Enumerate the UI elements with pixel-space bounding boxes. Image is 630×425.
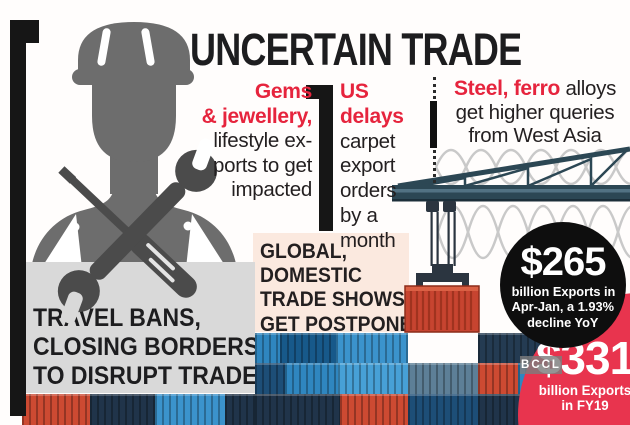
shipping-container <box>255 333 280 365</box>
callout-line: DOMESTIC <box>260 264 362 288</box>
callout-line: GET POSTPONED <box>260 312 427 336</box>
screwdriver-icon <box>58 166 197 298</box>
callout-line: TRADE SHOWS <box>260 288 405 312</box>
callout-line: TRAVEL BANS, <box>33 304 201 332</box>
crane-cable <box>430 212 433 266</box>
highlight-black-text: impacted <box>231 178 312 201</box>
shipping-container <box>408 363 478 396</box>
shipping-container <box>155 394 225 425</box>
highlight-black-text: month <box>340 228 396 252</box>
highlight-black-text: export <box>340 154 396 178</box>
shipping-container <box>280 333 336 365</box>
highlight-black-text: ports to get <box>213 153 312 177</box>
stat-line: billion Exports <box>538 382 630 398</box>
crossed-tools-illustration <box>57 138 218 324</box>
highlight-mixed-line: Steel, ferro alloys <box>441 77 629 101</box>
stat-line: in FY19 <box>561 397 609 413</box>
worker-strap-right <box>186 214 224 268</box>
hard-hat-brim <box>72 69 194 85</box>
highlight-steel-ferro: Steel, ferro alloys get higher queries f… <box>441 77 629 148</box>
shipping-container <box>90 394 155 425</box>
worker-button-left <box>70 222 80 232</box>
stat-line: billion Exports in <box>511 283 615 299</box>
crane-cable <box>447 212 450 266</box>
shipping-container <box>408 394 478 425</box>
worker-button-right <box>183 221 193 231</box>
shipping-container <box>225 394 255 425</box>
highlight-red-text: & jewellery, <box>201 104 313 128</box>
callout-line: TO DISRUPT TRADE <box>33 362 258 390</box>
shipping-container <box>255 363 285 396</box>
shipping-container <box>336 333 408 365</box>
crane-beam-highlight <box>392 189 630 193</box>
highlight-black-text: by a <box>340 203 378 227</box>
divider-bracket-vertical <box>319 85 333 231</box>
crane-truss-bracing <box>419 150 627 190</box>
stat-line: decline YoY <box>527 314 599 330</box>
crane-cable <box>436 212 439 266</box>
shipping-container <box>478 363 518 396</box>
left-bracket-vertical <box>10 20 26 416</box>
stat-circle-exports-apr-jan: $265 billion Exports in Apr-Jan, a 1.93%… <box>500 222 626 348</box>
worker-face <box>92 76 176 162</box>
callout-line: GLOBAL, <box>260 240 347 263</box>
shipping-container <box>22 394 90 425</box>
crane-cable <box>453 212 456 266</box>
highlight-black-text: carpet <box>340 129 396 153</box>
crane-truss-chord <box>397 146 630 189</box>
dotted-divider-solid-segment <box>430 101 437 148</box>
highlight-black-text: get higher queries <box>455 100 615 124</box>
highlight-us-delays: US delays carpet export orders by a mont… <box>340 80 435 254</box>
stat-line: Apr-Jan, a 1.93% <box>511 299 615 315</box>
hard-hat-ridge-left <box>97 28 111 66</box>
shipping-container <box>340 394 408 425</box>
highlight-red-text: Gems <box>254 80 312 103</box>
highlight-red-text: US delays <box>340 80 404 128</box>
wrench-icon <box>57 138 218 324</box>
highlight-black-text: lifestyle ex- <box>213 129 312 152</box>
highlight-black-text: alloys <box>560 77 617 100</box>
highlight-black-text: from West Asia <box>468 124 602 147</box>
stat-value: $265 <box>520 239 607 284</box>
shipping-container <box>285 363 338 396</box>
bccl-watermark: BCCL <box>520 356 562 374</box>
hard-hat-ridge-right <box>141 28 155 66</box>
highlight-black-text: orders <box>340 179 397 203</box>
callout-text: GLOBAL, DOMESTIC TRADE SHOWS GET POSTPON… <box>260 240 426 337</box>
crane-spreader-bar <box>416 273 469 282</box>
shipping-container <box>255 394 340 425</box>
callout-text: TRAVEL BANS, CLOSING BORDERS TO DISRUPT … <box>33 304 259 391</box>
callout-trade-shows: GLOBAL, DOMESTIC TRADE SHOWS GET POSTPON… <box>253 233 426 336</box>
highlight-red-text: Steel, ferro <box>453 77 561 100</box>
page-title: UNCERTAIN TRADE <box>190 24 522 75</box>
highlight-gems-jewellery: Gems & jewellery, lifestyle ex- ports to… <box>140 80 313 203</box>
callout-line: CLOSING BORDERS <box>33 333 260 361</box>
port-crane-illustration <box>392 146 630 333</box>
crane-beam-shadow <box>392 199 630 202</box>
shipping-container <box>338 363 408 396</box>
hanging-red-container <box>404 285 480 333</box>
